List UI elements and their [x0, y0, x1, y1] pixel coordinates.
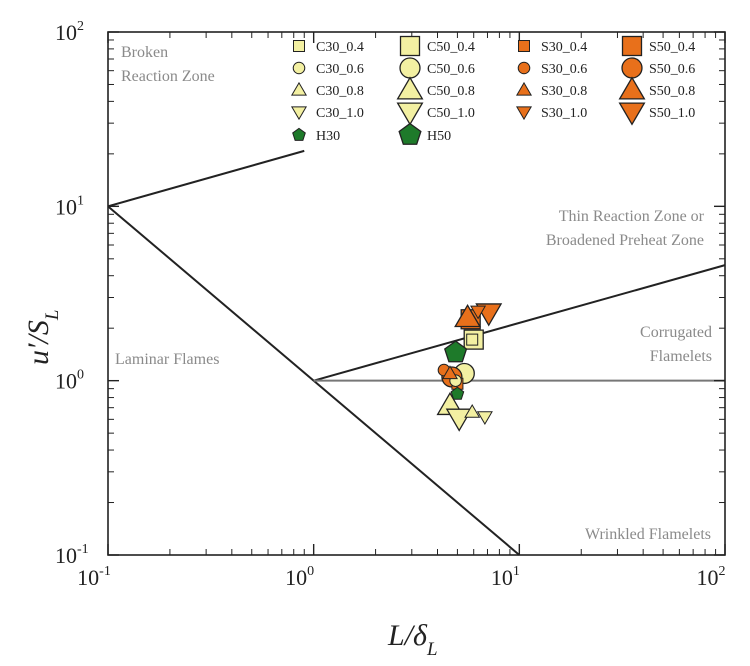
- legend-label-c30-0-8: C30_0.8: [316, 84, 364, 99]
- y-tick-label: 10-1: [55, 542, 89, 568]
- plot-frame: [107, 31, 726, 556]
- regime-lines: [107, 149, 726, 556]
- legend-marker-h30: [292, 127, 306, 141]
- point-s50-0-8: [454, 303, 482, 328]
- legend-marker-c30-0-4: [293, 40, 305, 52]
- legend-marker-c30-0-8: [290, 81, 308, 96]
- region-label: Thin Reaction Zone or: [559, 208, 705, 225]
- legend-label-c50-1-0: C50_1.0: [427, 106, 475, 121]
- y-axis-label: u′/SL: [22, 310, 63, 365]
- legend-marker-s30-0-6: [517, 61, 531, 75]
- point-c30-0-8: [464, 403, 481, 418]
- legend-marker-s50-0-4: [621, 35, 643, 57]
- point-s30-1-0: [470, 305, 487, 320]
- legend-marker-s30-1-0: [515, 106, 533, 121]
- point-h30: [450, 386, 465, 400]
- x-tick-label: 100: [285, 564, 314, 590]
- legend-marker-c30-1-0: [290, 106, 308, 121]
- point-h50: [444, 340, 468, 363]
- x-tick-label: 102: [697, 564, 726, 590]
- axes: [107, 31, 726, 556]
- legend-label-c30-0-4: C30_0.4: [316, 40, 364, 55]
- legend-marker-c50-0-8: [396, 76, 424, 100]
- y-tick-label: 101: [55, 193, 84, 219]
- legend-label-c50-0-4: C50_0.4: [427, 40, 475, 55]
- x-axis-label: L/δL: [387, 619, 438, 660]
- legend-marker-s30-0-4: [518, 40, 530, 52]
- y-tick-label: 100: [55, 368, 84, 394]
- region-label: Reaction Zone: [121, 68, 215, 85]
- point-c30-1-0: [476, 411, 493, 426]
- legend-marker-c30-0-6: [292, 61, 306, 75]
- region-label: Broadened Preheat Zone: [546, 232, 704, 249]
- legend-label-s30-0-6: S30_0.6: [541, 62, 587, 77]
- region-labels: Broken Reaction Zone Thin Reaction Zone or…: [115, 44, 712, 543]
- x-axis-ticks: 10-1 100 101 102: [77, 32, 726, 590]
- data-points: [436, 303, 503, 432]
- y-tick-label: 102: [55, 19, 84, 45]
- point-c50-1-0: [445, 408, 473, 432]
- regime-line-1: [107, 149, 305, 208]
- legend-label-s30-0-8: S30_0.8: [541, 84, 587, 99]
- region-label: Wrinkled Flamelets: [585, 526, 711, 543]
- legend-label-c30-1-0: C30_1.0: [316, 106, 364, 121]
- legend-marker-s50-0-8: [618, 76, 646, 100]
- region-label: Flamelets: [650, 348, 712, 365]
- x-tick-label: 101: [491, 564, 520, 590]
- point-c30-0-4: [466, 333, 479, 346]
- legend: C30_0.4 C50_0.4 S30_0.4 S50_0.4 C30_0.6 C50_0…: [290, 35, 695, 145]
- region-label: Laminar Flames: [115, 351, 219, 368]
- legend-label-c50-0-8: C50_0.8: [427, 84, 475, 99]
- legend-marker-s50-0-6: [621, 57, 643, 79]
- legend-label-s30-0-4: S30_0.4: [541, 40, 587, 55]
- region-label: Broken: [121, 44, 168, 61]
- legend-label-s30-1-0: S30_1.0: [541, 106, 587, 121]
- point-s30-0-8: [441, 365, 458, 380]
- legend-marker-s30-0-8: [515, 81, 533, 96]
- y-axis-ticks: 10-1 100 101 102: [55, 19, 725, 568]
- legend-label-h30: H30: [316, 129, 340, 144]
- legend-label-c50-0-6: C50_0.6: [427, 62, 475, 77]
- legend-label-s50-0-6: S50_0.6: [649, 62, 695, 77]
- legend-marker-h50: [398, 122, 422, 145]
- legend-label-h50: H50: [427, 129, 451, 144]
- legend-label-s50-0-4: S50_0.4: [649, 40, 695, 55]
- axis-labels: L/δL u′/SL: [22, 310, 438, 660]
- x-tick-label: 10-1: [77, 564, 111, 590]
- legend-marker-c50-0-6: [399, 57, 421, 79]
- legend-marker-s50-1-0: [618, 102, 646, 126]
- legend-marker-c50-0-4: [399, 35, 421, 57]
- legend-label-c30-0-6: C30_0.6: [316, 62, 364, 77]
- legend-label-s50-1-0: S50_1.0: [649, 106, 695, 121]
- legend-marker-c50-1-0: [396, 102, 424, 126]
- regime-line-3: [313, 264, 726, 382]
- region-label: Corrugated: [640, 324, 712, 341]
- legend-label-s50-0-8: S50_0.8: [649, 84, 695, 99]
